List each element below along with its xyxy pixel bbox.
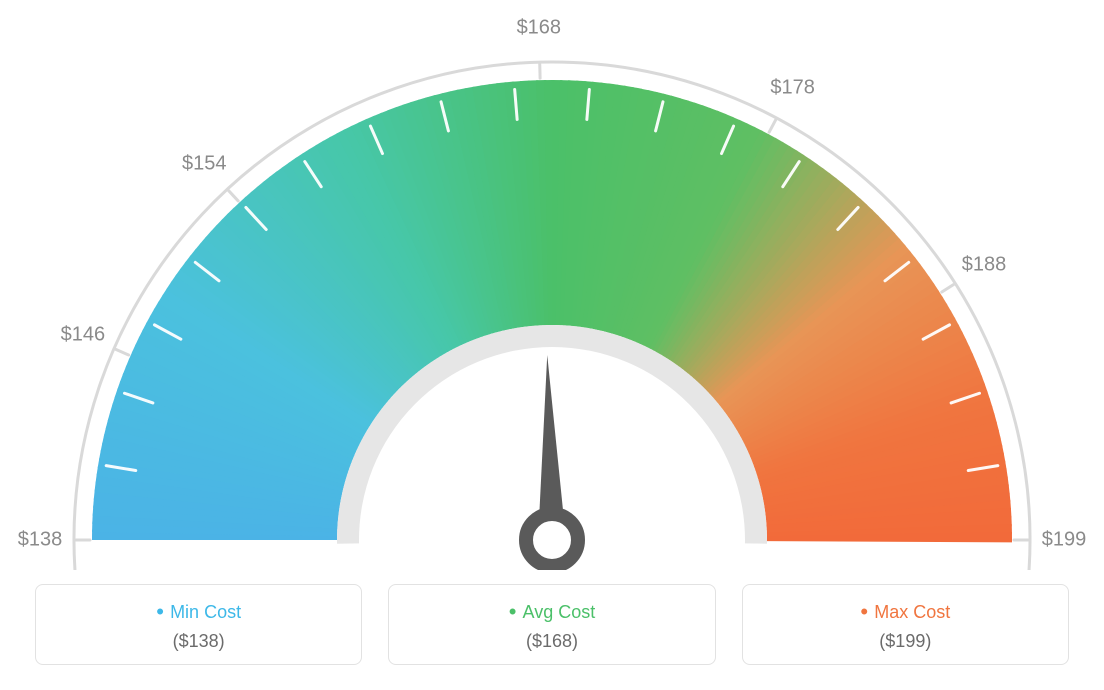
gauge-tick-label: $168 bbox=[517, 17, 562, 40]
legend-max-label: Max Cost bbox=[753, 599, 1058, 625]
legend-min-value: ($138) bbox=[46, 631, 351, 652]
gauge-tick-label: $199 bbox=[1042, 529, 1087, 552]
legend-min-label: Min Cost bbox=[46, 599, 351, 625]
gauge-tick-label: $146 bbox=[61, 323, 106, 346]
gauge-chart: $138 $146 $154 $168 $178 $188 $199 bbox=[0, 0, 1104, 570]
gauge-svg bbox=[0, 0, 1104, 570]
cost-gauge-widget: $138 $146 $154 $168 $178 $188 $199 Min Cost ($… bbox=[0, 0, 1104, 690]
legend-row: Min Cost ($138) Avg Cost ($168) Max Cost… bbox=[35, 584, 1069, 665]
gauge-tick-label: $138 bbox=[18, 529, 63, 552]
legend-avg: Avg Cost ($168) bbox=[388, 584, 715, 665]
gauge-tick-label: $154 bbox=[182, 153, 227, 176]
gauge-tick-label: $178 bbox=[770, 77, 815, 100]
gauge-tick-label: $188 bbox=[962, 254, 1007, 277]
legend-max-value: ($199) bbox=[753, 631, 1058, 652]
legend-avg-label: Avg Cost bbox=[399, 599, 704, 625]
legend-min: Min Cost ($138) bbox=[35, 584, 362, 665]
legend-max: Max Cost ($199) bbox=[742, 584, 1069, 665]
legend-avg-value: ($168) bbox=[399, 631, 704, 652]
